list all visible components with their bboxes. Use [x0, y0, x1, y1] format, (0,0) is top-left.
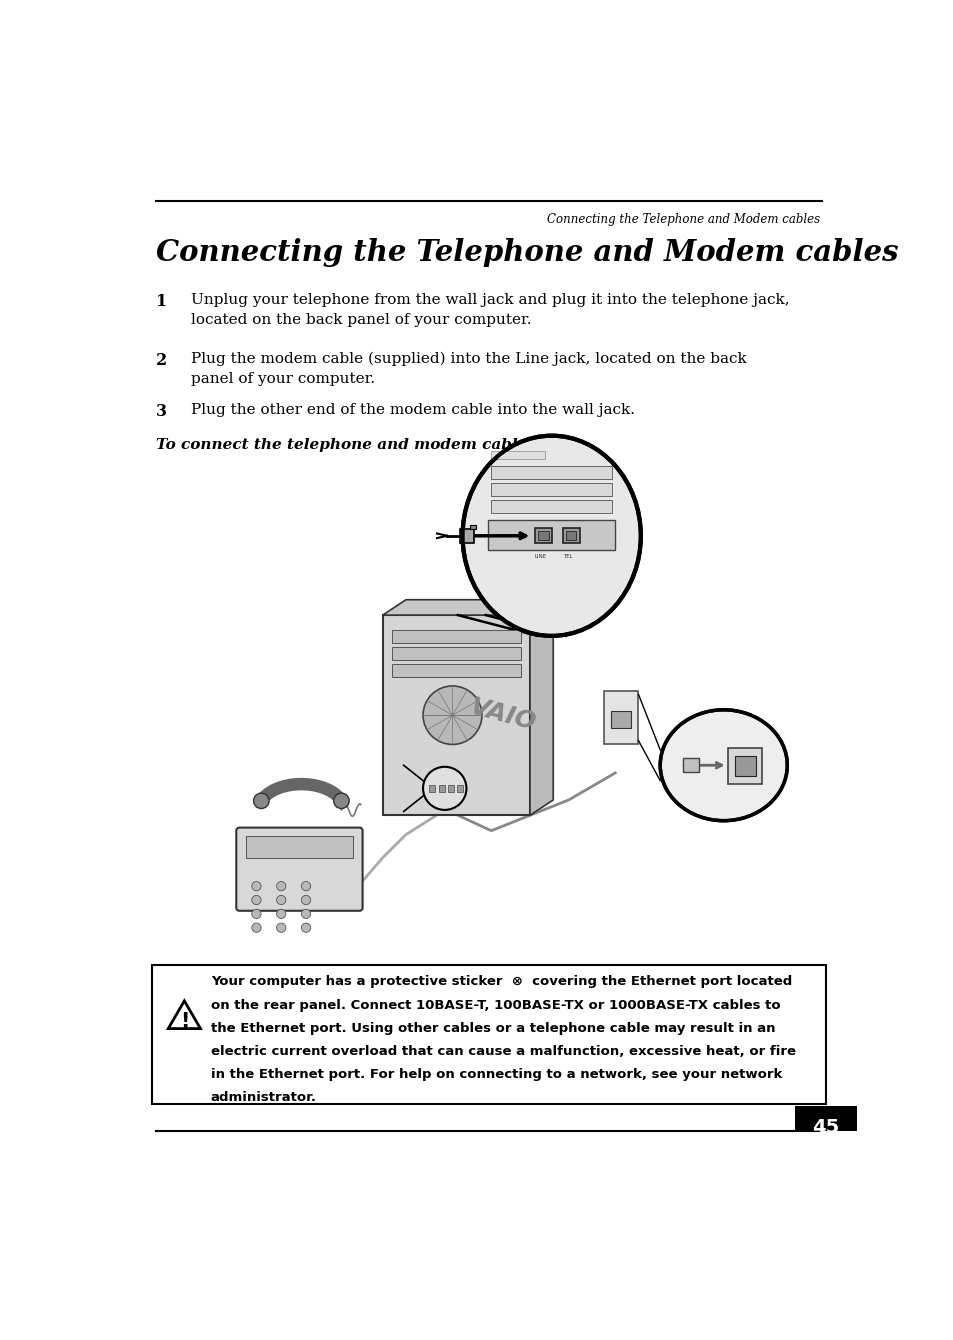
- FancyBboxPatch shape: [727, 748, 761, 784]
- Polygon shape: [382, 600, 553, 615]
- FancyBboxPatch shape: [152, 965, 825, 1104]
- Text: Plug the other end of the modem cable into the wall jack.: Plug the other end of the modem cable in…: [191, 403, 634, 417]
- FancyBboxPatch shape: [438, 785, 444, 792]
- FancyBboxPatch shape: [537, 531, 548, 540]
- Text: VAIO: VAIO: [467, 695, 538, 736]
- FancyBboxPatch shape: [429, 785, 435, 792]
- FancyBboxPatch shape: [534, 528, 551, 544]
- Circle shape: [422, 686, 481, 745]
- Text: Connecting the Telephone and Modem cables: Connecting the Telephone and Modem cable…: [547, 213, 820, 226]
- FancyBboxPatch shape: [491, 500, 612, 513]
- Text: Plug the modem cable (supplied) into the Line jack, located on the back
panel of: Plug the modem cable (supplied) into the…: [191, 352, 745, 386]
- Text: TEL: TEL: [562, 555, 572, 559]
- FancyBboxPatch shape: [562, 528, 579, 544]
- Circle shape: [301, 882, 311, 891]
- FancyBboxPatch shape: [447, 785, 454, 792]
- FancyBboxPatch shape: [491, 466, 612, 478]
- Circle shape: [301, 895, 311, 904]
- Circle shape: [276, 910, 286, 918]
- Circle shape: [252, 923, 261, 933]
- Text: electric current overload that can cause a malfunction, excessive heat, or fire: electric current overload that can cause…: [211, 1045, 795, 1057]
- FancyBboxPatch shape: [682, 758, 699, 772]
- Ellipse shape: [659, 710, 786, 820]
- Text: the Ethernet port. Using other cables or a telephone cable may result in an: the Ethernet port. Using other cables or…: [211, 1021, 775, 1034]
- FancyBboxPatch shape: [491, 452, 545, 458]
- Circle shape: [334, 793, 349, 808]
- FancyBboxPatch shape: [488, 520, 615, 549]
- FancyBboxPatch shape: [734, 756, 755, 776]
- Text: 2: 2: [155, 352, 167, 368]
- FancyBboxPatch shape: [469, 525, 476, 529]
- Text: on the rear panel. Connect 10BASE-T, 100BASE-TX or 1000BASE-TX cables to: on the rear panel. Connect 10BASE-T, 100…: [211, 998, 780, 1012]
- FancyBboxPatch shape: [603, 690, 638, 745]
- FancyBboxPatch shape: [392, 631, 520, 643]
- Text: LINE: LINE: [534, 555, 546, 559]
- Circle shape: [252, 910, 261, 918]
- Circle shape: [252, 882, 261, 891]
- Circle shape: [252, 895, 261, 904]
- Circle shape: [422, 766, 466, 809]
- Circle shape: [301, 910, 311, 918]
- Text: Your computer has a protective sticker  ⊗  covering the Ethernet port located: Your computer has a protective sticker ⊗…: [211, 976, 791, 989]
- FancyBboxPatch shape: [236, 828, 362, 911]
- FancyBboxPatch shape: [456, 785, 463, 792]
- Text: in the Ethernet port. For help on connecting to a network, see your network: in the Ethernet port. For help on connec…: [211, 1068, 781, 1081]
- FancyBboxPatch shape: [382, 615, 530, 815]
- Text: 45: 45: [812, 1118, 839, 1136]
- Circle shape: [276, 882, 286, 891]
- Text: 3: 3: [155, 403, 167, 421]
- FancyBboxPatch shape: [245, 836, 353, 858]
- Circle shape: [276, 923, 286, 933]
- FancyBboxPatch shape: [565, 531, 576, 540]
- Circle shape: [301, 923, 311, 933]
- FancyBboxPatch shape: [794, 1107, 856, 1131]
- Circle shape: [253, 793, 269, 808]
- Circle shape: [276, 895, 286, 904]
- Text: To connect the telephone and modem cables: To connect the telephone and modem cable…: [155, 438, 536, 452]
- Text: administrator.: administrator.: [211, 1091, 316, 1104]
- FancyBboxPatch shape: [611, 710, 630, 728]
- Text: !: !: [179, 1012, 189, 1032]
- FancyBboxPatch shape: [392, 647, 520, 659]
- FancyBboxPatch shape: [491, 484, 612, 496]
- Text: 1: 1: [155, 293, 167, 311]
- Polygon shape: [530, 600, 553, 815]
- FancyBboxPatch shape: [392, 665, 520, 677]
- Text: Connecting the Telephone and Modem cables: Connecting the Telephone and Modem cable…: [155, 237, 897, 267]
- FancyBboxPatch shape: [459, 529, 474, 543]
- Text: Unplug your telephone from the wall jack and plug it into the telephone jack,
lo: Unplug your telephone from the wall jack…: [191, 293, 788, 327]
- Ellipse shape: [462, 436, 640, 636]
